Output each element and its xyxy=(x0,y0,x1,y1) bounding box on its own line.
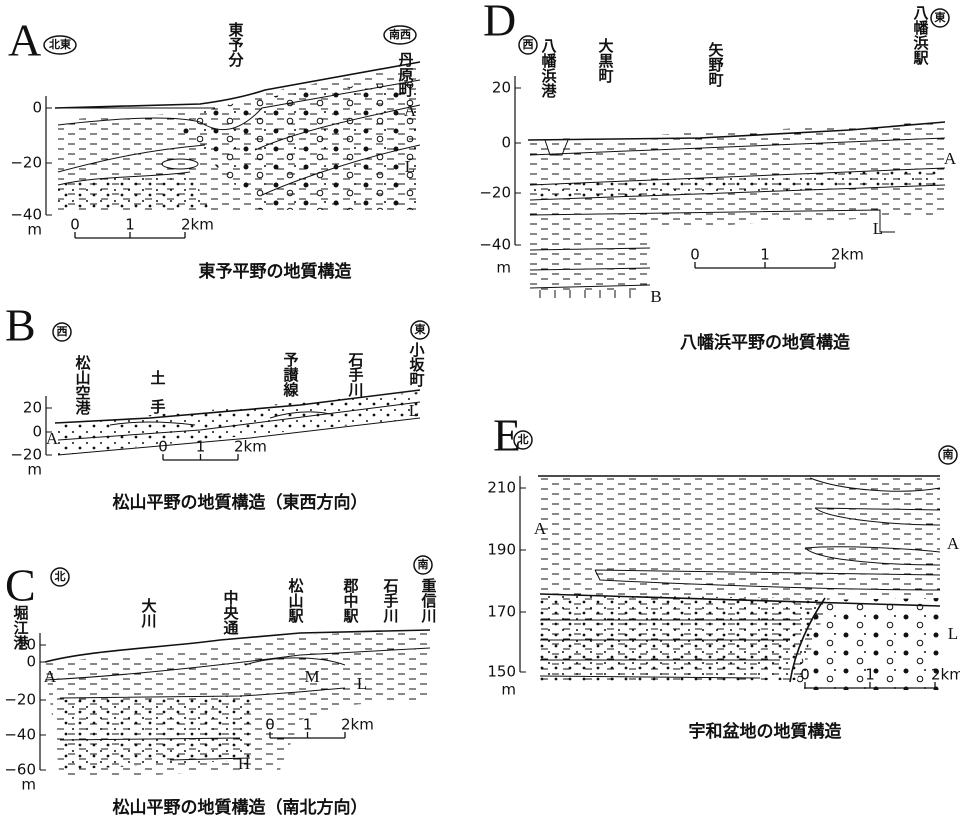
panel-letter: D xyxy=(483,0,516,46)
direction-label: 西 xyxy=(57,325,68,338)
scale-label: 1 xyxy=(196,438,206,456)
panel-letter: C xyxy=(5,560,36,611)
scale-label: 2km xyxy=(234,438,267,456)
direction-label: 北東 xyxy=(49,37,72,51)
layer-label: L xyxy=(357,674,367,693)
scale-label: 0 xyxy=(265,716,275,734)
depth-label: −20 xyxy=(4,691,36,709)
depth-label: 10 xyxy=(17,636,36,654)
caption: 松山平野の地質構造（東西方向） xyxy=(113,492,368,513)
direction-label: 南 xyxy=(418,557,429,571)
scale-label: 1 xyxy=(865,666,875,684)
caption: 東予平野の地質構造 xyxy=(199,261,352,282)
section-e xyxy=(538,476,940,690)
place-label: 松山空港 xyxy=(74,354,92,416)
depth-label: m xyxy=(27,461,42,479)
body: A北東南西東予分丹原町0−20−40mAL012km東予平野の地質構造B西東松山… xyxy=(0,0,960,819)
direction-label: 南 xyxy=(943,447,954,461)
place-label: 矢野町 xyxy=(707,41,725,88)
depth-label: −40 xyxy=(4,726,36,744)
direction-label: 北 xyxy=(55,569,66,583)
depth-label: 20 xyxy=(492,79,511,97)
depth-label: −40 xyxy=(479,236,511,254)
layer-label: L xyxy=(948,624,958,643)
scale-label: 2km xyxy=(341,716,374,734)
direction-label: 東 xyxy=(415,322,427,336)
layer-label: A xyxy=(404,101,417,120)
place-label: 八幡浜駅 xyxy=(912,5,930,66)
depth-label: 170 xyxy=(487,603,516,621)
caption: 松山平野の地質構造（南北方向） xyxy=(113,797,368,818)
depth-label: m xyxy=(501,681,516,699)
scale-label: 0 xyxy=(158,438,168,456)
place-label: 東予分 xyxy=(227,21,245,68)
place-label: 石手川 xyxy=(382,578,400,623)
depth-label: −20 xyxy=(479,184,511,202)
section-d xyxy=(528,122,945,298)
direction-label: 南西 xyxy=(389,27,411,41)
direction-label: 西 xyxy=(523,38,534,51)
depth-label: m xyxy=(27,221,42,239)
place-label: 土手 xyxy=(149,369,167,428)
place-label: 予讃線 xyxy=(282,352,300,398)
scale-label: 0 xyxy=(70,216,80,234)
scale-label: 2km xyxy=(931,666,960,684)
clay xyxy=(530,122,945,290)
place-label: 大黒町 xyxy=(597,37,615,84)
depth-label: 0 xyxy=(32,99,42,117)
place-label: 重信川 xyxy=(420,577,438,623)
panel-letter: B xyxy=(5,300,36,351)
place-label: 丹原町 xyxy=(397,52,415,98)
scale-label: 0 xyxy=(800,666,810,684)
scale-label: 1 xyxy=(760,246,770,264)
depth-label: 0 xyxy=(32,423,42,441)
depth-label: −20 xyxy=(10,154,42,172)
section-a xyxy=(45,62,420,210)
depth-label: m xyxy=(496,259,511,277)
depth-label: 210 xyxy=(487,479,516,497)
layer-label: M xyxy=(304,667,319,686)
panel-letter: A xyxy=(8,15,41,66)
place-label: 八幡浜港 xyxy=(540,38,558,99)
place-label: 松山駅 xyxy=(287,577,305,624)
scale-label: 2km xyxy=(181,216,214,234)
depth-label: 150 xyxy=(487,663,516,681)
place-label: 郡中駅 xyxy=(342,578,360,624)
layer-label: A xyxy=(534,519,547,538)
depth-label: 20 xyxy=(23,399,42,417)
page: 地質構造 {"panels": [ {"letter": "A", "direc… xyxy=(0,0,960,819)
figure: A北東南西東予分丹原町0−20−40mAL012km東予平野の地質構造B西東松山… xyxy=(0,0,960,819)
depth-label: m xyxy=(21,776,36,794)
place-label: 中央通 xyxy=(222,589,240,635)
scale-label: 0 xyxy=(690,246,700,264)
place-label: 小坂町 xyxy=(408,342,426,388)
depth-label: 0 xyxy=(26,653,36,671)
bedrock xyxy=(540,290,630,298)
scale-label: 1 xyxy=(303,716,313,734)
place-label: 大川 xyxy=(140,597,158,628)
depth-label: 0 xyxy=(501,134,511,152)
direction-label: 東 xyxy=(935,10,947,24)
scale-label: 1 xyxy=(125,216,135,234)
layer-label: A xyxy=(46,429,59,448)
layer-label: L xyxy=(409,401,419,420)
caption: 宇和盆地の地質構造 xyxy=(689,721,842,742)
layer-label: H xyxy=(238,754,250,773)
layer-label: B xyxy=(650,287,661,306)
direction-label: 北 xyxy=(518,432,529,446)
layer-label: L xyxy=(873,219,883,238)
layer-label: A xyxy=(947,534,960,553)
caption: 八幡浜平野の地質構造 xyxy=(680,332,850,353)
place-label: 石手川 xyxy=(347,352,365,397)
sand xyxy=(540,595,820,682)
scale-label: 2km xyxy=(831,246,864,264)
depth-label: 190 xyxy=(487,541,516,559)
layer-label: A xyxy=(944,149,957,168)
layer-label: L xyxy=(405,157,415,176)
layer-label: A xyxy=(44,667,57,686)
